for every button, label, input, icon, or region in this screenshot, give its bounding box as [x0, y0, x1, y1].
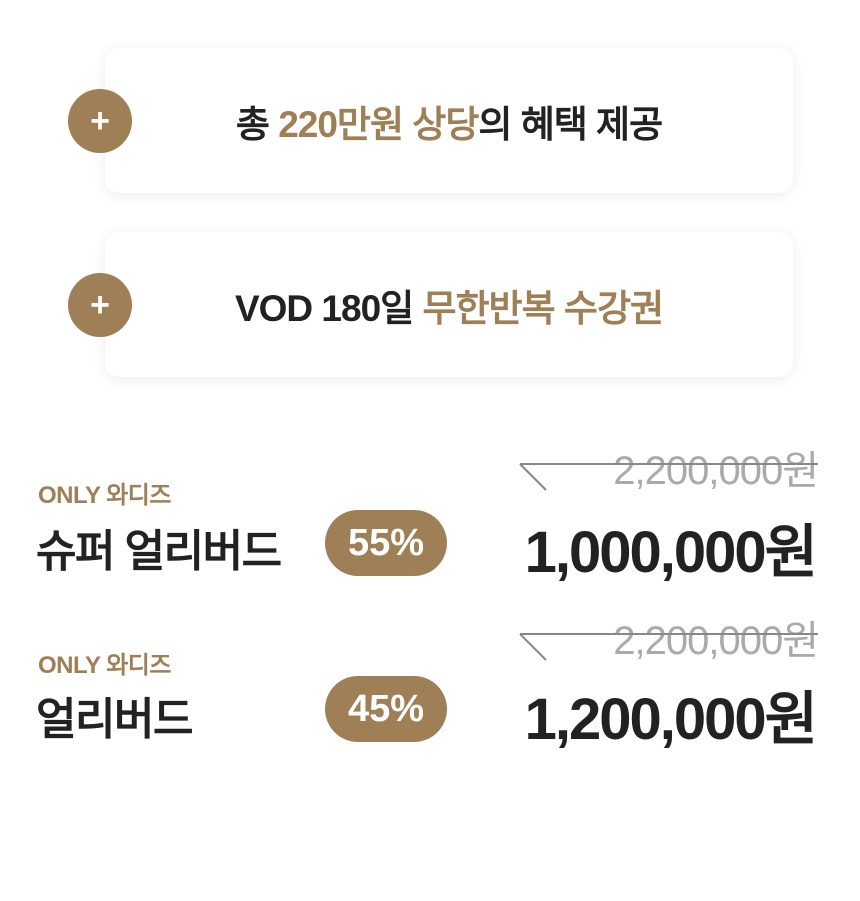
text-part: 총: [235, 103, 279, 145]
plus-icon: +: [68, 89, 132, 153]
benefit-card-vod: VOD 180일 무한반복 수강권: [105, 232, 793, 377]
original-price: 2,200,000원: [613, 619, 819, 663]
plan-name: 슈퍼 얼리버드: [36, 527, 282, 576]
plan-tag: ONLY 와디즈: [38, 482, 171, 509]
text-part: 의 혜택 제공: [478, 103, 663, 145]
benefit-card-total: 총 220만원 상당의 혜택 제공: [105, 48, 793, 193]
text-part-accent: 220만원 상당: [278, 103, 479, 145]
text-part-accent: 무한반복 수강권: [422, 287, 664, 329]
strikethrough-line: [519, 633, 818, 661]
plan-tag: ONLY 와디즈: [38, 652, 171, 679]
benefit-text: 총 220만원 상당의 혜택 제공: [235, 94, 663, 148]
sale-price: 1,200,000원: [524, 687, 818, 752]
benefit-text: VOD 180일 무한반복 수강권: [234, 278, 664, 332]
text-part: VOD 180일: [234, 287, 423, 329]
sale-price: 1,000,000원: [524, 520, 818, 585]
discount-badge: 55%: [325, 510, 447, 576]
strikethrough-line: [519, 463, 818, 491]
discount-badge: 45%: [325, 676, 447, 742]
plan-name: 얼리버드: [36, 695, 193, 744]
original-price: 2,200,000원: [613, 449, 819, 493]
plus-icon: +: [68, 273, 132, 337]
